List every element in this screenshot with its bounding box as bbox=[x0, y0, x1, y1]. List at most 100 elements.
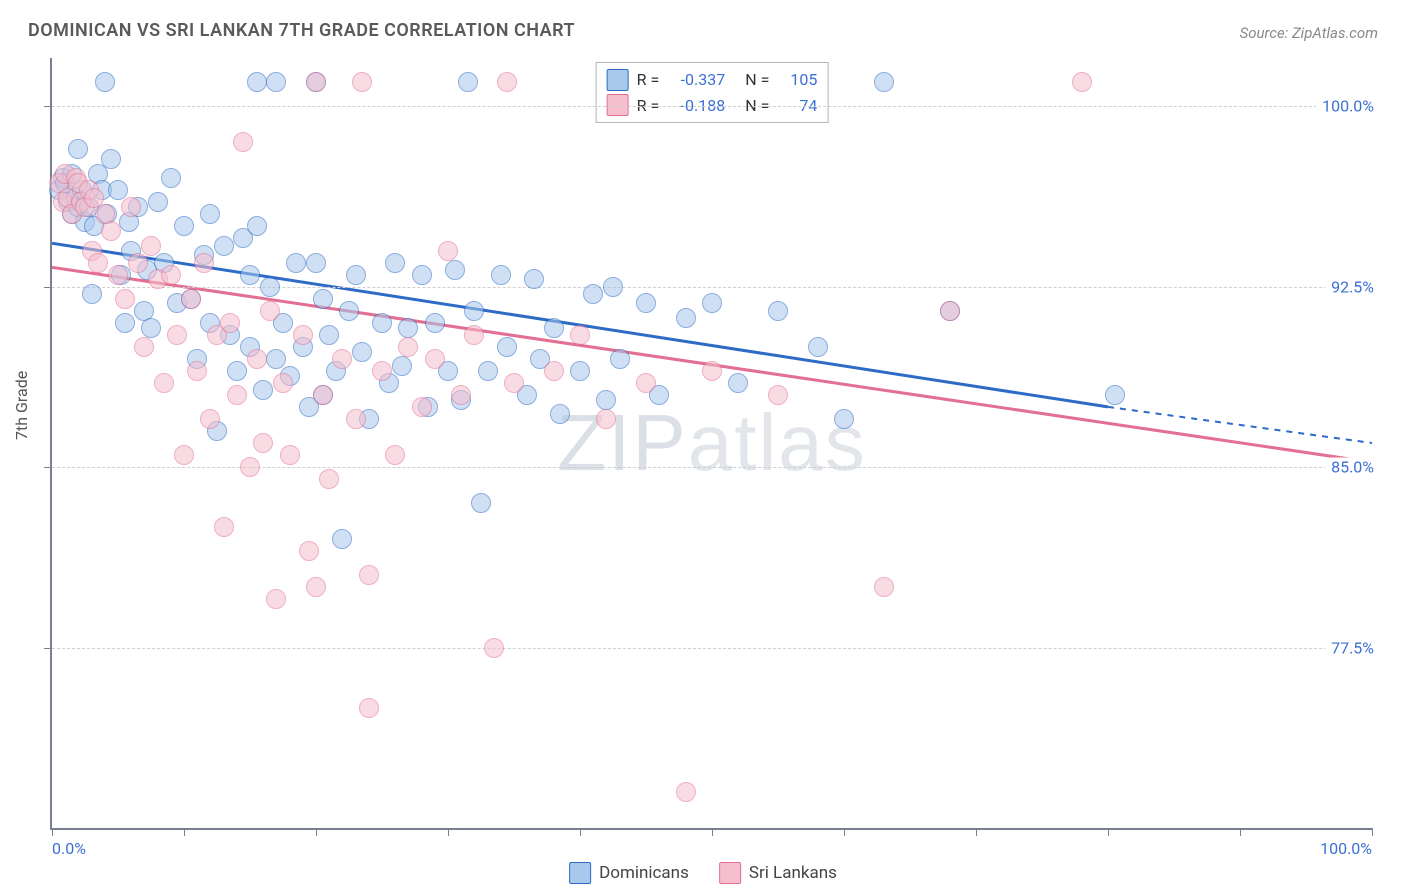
data-point bbox=[247, 72, 267, 92]
data-point bbox=[596, 409, 616, 429]
data-point bbox=[200, 409, 220, 429]
data-point bbox=[247, 216, 267, 236]
data-point bbox=[332, 529, 352, 549]
data-point bbox=[240, 457, 260, 477]
data-point bbox=[359, 565, 379, 585]
data-point bbox=[504, 373, 524, 393]
data-point bbox=[570, 325, 590, 345]
data-point bbox=[214, 236, 234, 256]
data-point bbox=[438, 241, 458, 261]
data-point bbox=[227, 361, 247, 381]
data-point bbox=[940, 301, 960, 321]
data-point bbox=[260, 301, 280, 321]
data-point bbox=[392, 356, 412, 376]
data-point bbox=[445, 260, 465, 280]
data-point bbox=[115, 313, 135, 333]
data-point bbox=[544, 361, 564, 381]
data-point bbox=[412, 265, 432, 285]
data-point bbox=[398, 318, 418, 338]
data-point bbox=[458, 72, 478, 92]
legend-item: Sri Lankans bbox=[719, 862, 837, 884]
y-axis-label: 7th Grade bbox=[12, 371, 31, 440]
data-point bbox=[583, 284, 603, 304]
data-point bbox=[115, 289, 135, 309]
data-point bbox=[346, 265, 366, 285]
data-point bbox=[636, 373, 656, 393]
data-point bbox=[339, 301, 359, 321]
data-point bbox=[471, 493, 491, 513]
data-point bbox=[550, 404, 570, 424]
data-point bbox=[286, 253, 306, 273]
y-tick-label: 92.5% bbox=[1325, 277, 1374, 296]
data-point bbox=[497, 72, 517, 92]
data-point bbox=[412, 397, 432, 417]
data-point bbox=[596, 390, 616, 410]
data-point bbox=[260, 277, 280, 297]
data-point bbox=[306, 253, 326, 273]
data-point bbox=[154, 373, 174, 393]
legend-row: R =-0.337N =105 bbox=[607, 67, 818, 93]
data-point bbox=[101, 221, 121, 241]
data-point bbox=[603, 277, 623, 297]
data-point bbox=[464, 325, 484, 345]
gridline bbox=[52, 287, 1372, 288]
data-point bbox=[194, 253, 214, 273]
data-point bbox=[398, 337, 418, 357]
data-point bbox=[346, 409, 366, 429]
data-point bbox=[352, 342, 372, 362]
legend-item: Dominicans bbox=[569, 862, 689, 884]
data-point bbox=[200, 204, 220, 224]
x-tick-label: 100.0% bbox=[1320, 839, 1372, 858]
data-point bbox=[372, 361, 392, 381]
data-point bbox=[240, 265, 260, 285]
data-point bbox=[834, 409, 854, 429]
data-point bbox=[385, 253, 405, 273]
plot-area: ZIPatlas R =-0.337N =105R =-0.188N =74 7… bbox=[50, 58, 1372, 830]
data-point bbox=[68, 139, 88, 159]
data-point bbox=[874, 577, 894, 597]
data-point bbox=[359, 698, 379, 718]
data-point bbox=[299, 541, 319, 561]
data-point bbox=[247, 349, 267, 369]
data-point bbox=[306, 72, 326, 92]
data-point bbox=[451, 385, 471, 405]
data-point bbox=[167, 325, 187, 345]
data-point bbox=[464, 301, 484, 321]
data-point bbox=[121, 197, 141, 217]
x-tick-label: 0.0% bbox=[52, 839, 86, 858]
data-point bbox=[1105, 385, 1125, 405]
data-point bbox=[1072, 72, 1092, 92]
data-point bbox=[676, 782, 696, 802]
gridline bbox=[52, 106, 1372, 107]
data-point bbox=[233, 132, 253, 152]
data-point bbox=[161, 265, 181, 285]
data-point bbox=[768, 301, 788, 321]
data-point bbox=[293, 325, 313, 345]
trend-lines-layer bbox=[52, 58, 1372, 828]
data-point bbox=[484, 638, 504, 658]
data-point bbox=[181, 289, 201, 309]
correlation-legend: R =-0.337N =105R =-0.188N =74 bbox=[596, 62, 829, 123]
data-point bbox=[280, 445, 300, 465]
data-point bbox=[768, 385, 788, 405]
data-point bbox=[128, 253, 148, 273]
y-tick-label: 77.5% bbox=[1325, 638, 1374, 657]
data-point bbox=[306, 577, 326, 597]
y-tick-label: 100.0% bbox=[1316, 97, 1374, 116]
data-point bbox=[253, 380, 273, 400]
data-point bbox=[88, 253, 108, 273]
data-point bbox=[141, 318, 161, 338]
data-point bbox=[610, 349, 630, 369]
data-point bbox=[636, 293, 656, 313]
data-point bbox=[220, 313, 240, 333]
data-point bbox=[497, 337, 517, 357]
data-point bbox=[313, 385, 333, 405]
data-point bbox=[148, 192, 168, 212]
y-tick-label: 85.0% bbox=[1325, 458, 1374, 477]
data-point bbox=[319, 325, 339, 345]
data-point bbox=[874, 72, 894, 92]
data-point bbox=[101, 149, 121, 169]
data-point bbox=[187, 361, 207, 381]
data-point bbox=[808, 337, 828, 357]
data-point bbox=[676, 308, 696, 328]
